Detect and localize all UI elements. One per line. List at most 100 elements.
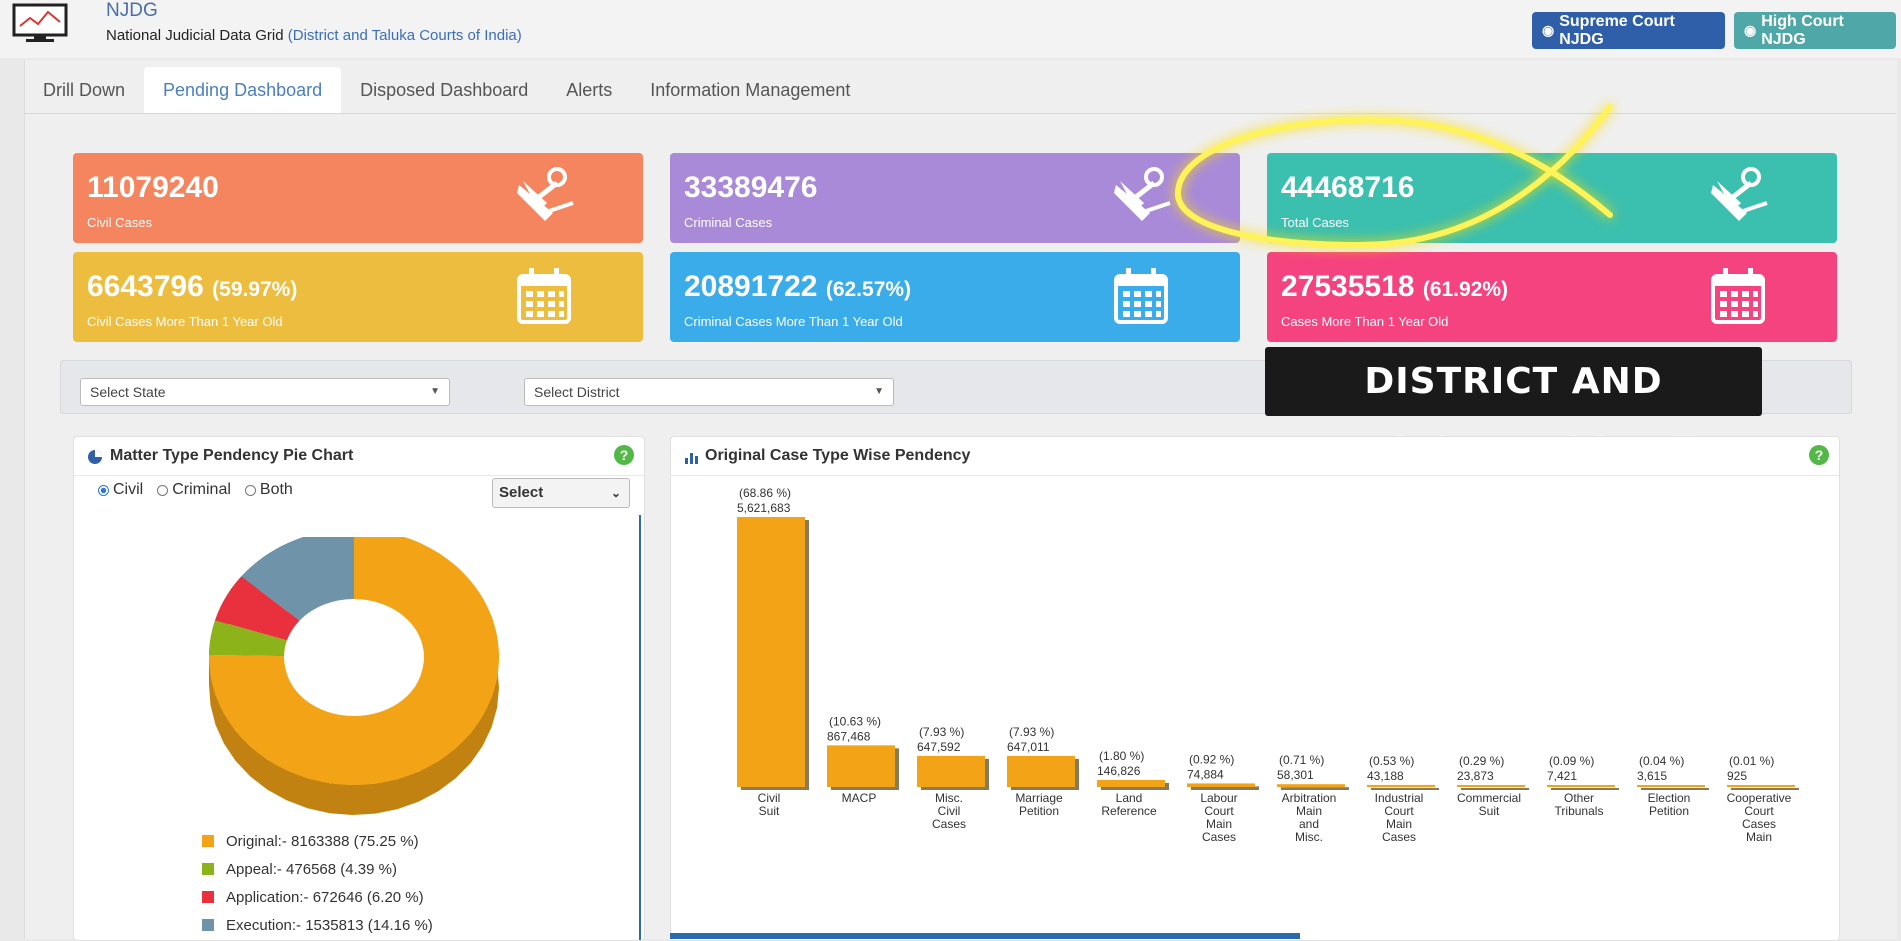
matter-select-value: Select (499, 484, 544, 501)
supreme-court-njdg-button[interactable]: ◉ Supreme Court NJDG (1532, 12, 1725, 49)
tab-bar: Drill Down Pending Dashboard Disposed Da… (24, 67, 869, 113)
legend-label: Original:- 8163388 (75.25 %) (226, 832, 419, 850)
tab-divider (24, 113, 1896, 114)
bar-1[interactable] (827, 745, 895, 787)
civil-old-pct: (59.97%) (212, 278, 298, 301)
legend-item-original[interactable]: Original:- 8163388 (75.25 %) (202, 827, 433, 855)
bar-category-label: Suit (1479, 804, 1500, 818)
tab-pending-dashboard[interactable]: Pending Dashboard (144, 67, 342, 113)
donut-slice-original[interactable] (209, 537, 499, 785)
dashboard-icon: ◉ (1744, 22, 1757, 38)
bar-category-label: Court (1204, 804, 1234, 818)
bar-6[interactable] (1277, 784, 1345, 787)
civil-cases-card[interactable]: 11079240 Civil Cases (73, 153, 643, 243)
bar-category-label: Civil (938, 804, 961, 818)
matter-type-pie-panel: Matter Type Pendency Pie Chart ? Civil C… (73, 436, 645, 941)
help-icon[interactable]: ? (614, 445, 634, 465)
tab-drill-down[interactable]: Drill Down (43, 80, 126, 100)
civil-cases-value: 11079240 (87, 171, 219, 204)
high-court-njdg-button[interactable]: ◉ High Court NJDG (1734, 12, 1896, 49)
criminal-old-pct: (62.57%) (825, 278, 912, 301)
radio-criminal[interactable]: Criminal (157, 481, 231, 499)
horizontal-scrollbar[interactable] (670, 933, 1300, 939)
bar-9[interactable] (1547, 785, 1615, 787)
bar-category-label: Cooperative (1727, 791, 1792, 805)
calendar-icon (517, 266, 571, 324)
state-select[interactable]: Select State ▼ (80, 378, 450, 406)
radio-button[interactable] (244, 484, 256, 496)
criminal-cases-card[interactable]: 33389476 Criminal Cases (670, 153, 1240, 243)
subtitle-text: National Judicial Data Grid (106, 27, 284, 44)
bar-category-label: Arbitration (1282, 791, 1337, 805)
bar-value-label: 3,615 (1637, 769, 1667, 783)
video-caption-overlay: DISTRICT AND REGIONAL COURT (1265, 347, 1762, 471)
bar-category-label: Court (1744, 804, 1774, 818)
civil-old-card[interactable]: 6643796 (59.97%) Civil Cases More Than 1… (73, 252, 643, 342)
tab-alerts[interactable]: Alerts (566, 80, 613, 100)
total-old-label: Cases More Than 1 Year Old (1281, 314, 1449, 329)
donut-chart (209, 537, 499, 815)
help-icon[interactable]: ? (1809, 445, 1829, 465)
bar-value-label: 647,592 (917, 740, 961, 754)
donut-slice-application[interactable] (215, 576, 300, 641)
radio-criminal-label: Criminal (172, 481, 231, 498)
bar-3[interactable] (1007, 755, 1075, 787)
total-old-card[interactable]: 27535518 (61.92%) Cases More Than 1 Year… (1267, 252, 1837, 342)
bar-8[interactable] (1457, 785, 1525, 787)
bar-4[interactable] (1097, 779, 1165, 787)
bar-pct-label: (0.92 %) (1189, 752, 1234, 766)
criminal-old-card[interactable]: 20891722 (62.57%) Criminal Cases More Th… (670, 252, 1240, 342)
caret-down-icon: ▼ (874, 386, 884, 397)
bar-value-label: 74,884 (1187, 767, 1224, 781)
subtitle-link[interactable]: (District and Taluka Courts of India) (287, 27, 522, 44)
bar-pct-label: (1.80 %) (1099, 749, 1144, 763)
radio-button[interactable] (157, 484, 169, 496)
bar-value-label: 5,621,683 (737, 501, 791, 515)
bar-category-label: Misc. (935, 791, 963, 805)
bar-panel-header: Original Case Type Wise Pendency ? (671, 437, 1839, 476)
chevron-down-icon: ⌄ (610, 486, 621, 500)
radio-civil[interactable]: Civil (98, 481, 143, 499)
case-type-bar-panel: Original Case Type Wise Pendency ? (68.8… (670, 436, 1840, 941)
bar-0[interactable] (737, 517, 805, 787)
donut-slice-appeal[interactable] (209, 620, 287, 657)
legend-item-appeal[interactable]: Appeal:- 476568 (4.39 %) (202, 855, 433, 883)
bar-10[interactable] (1637, 785, 1705, 787)
district-select[interactable]: Select District ▼ (524, 378, 894, 406)
bar-category-label: Main (1746, 830, 1772, 844)
app-name: NJDG (106, 0, 158, 21)
monitor-chart-icon (12, 3, 68, 42)
calendar-icon (1711, 266, 1765, 324)
dashboard-icon: ◉ (1542, 22, 1555, 38)
bar-category-label: Land (1116, 791, 1143, 805)
bar-category-label: Cases (1382, 830, 1416, 844)
bar-pct-label: (7.93 %) (919, 725, 964, 739)
panel-scroll-divider (639, 515, 641, 940)
tab-information-management[interactable]: Information Management (650, 80, 851, 100)
bar-pct-label: (7.93 %) (1009, 725, 1054, 739)
civil-old-label: Civil Cases More Than 1 Year Old (87, 314, 283, 329)
criminal-cases-label: Criminal Cases (684, 215, 773, 230)
radio-button-checked[interactable] (98, 484, 109, 496)
legend-item-application[interactable]: Application:- 672646 (6.20 %) (202, 883, 433, 911)
bar-value-label: 7,421 (1547, 769, 1577, 783)
bar-2[interactable] (917, 755, 985, 787)
bar-5[interactable] (1187, 783, 1255, 787)
tab-disposed-dashboard[interactable]: Disposed Dashboard (360, 80, 529, 100)
bar-shadow (1281, 787, 1349, 790)
bar-11[interactable] (1727, 785, 1795, 787)
matter-type-select[interactable]: Select ⌄ (492, 478, 630, 508)
radio-civil-label: Civil (113, 481, 144, 498)
bar-value-label: 43,188 (1367, 769, 1404, 783)
bar-7[interactable] (1367, 784, 1435, 787)
bar-value-label: 647,011 (1007, 740, 1050, 754)
radio-both[interactable]: Both (244, 481, 293, 499)
bar-category-label: Petition (1019, 804, 1059, 818)
bar-panel-title: Original Case Type Wise Pendency (705, 447, 971, 464)
donut-slice-execution[interactable] (241, 537, 354, 621)
legend-item-execution[interactable]: Execution:- 1535813 (14.16 %) (202, 911, 433, 939)
bar-category-label: Tribunals (1555, 804, 1604, 818)
bar-pct-label: (0.29 %) (1459, 754, 1504, 768)
bar-category-label: Main (1206, 817, 1232, 831)
civil-cases-label: Civil Cases (87, 215, 153, 230)
